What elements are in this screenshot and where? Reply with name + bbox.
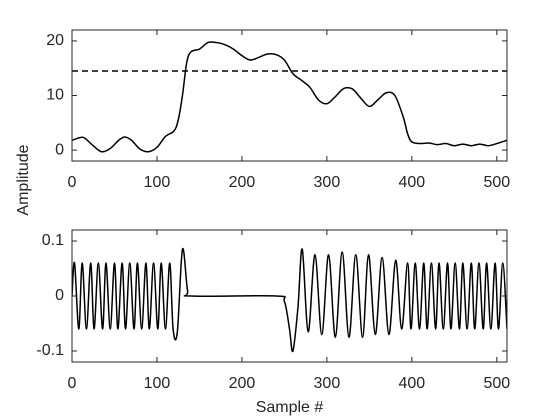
x-tick-label: 500	[483, 174, 510, 191]
x-tick-label: 500	[483, 375, 510, 392]
y-axis-label: Amplitude	[15, 144, 32, 215]
axes-box	[71, 29, 508, 162]
x-tick-label: 400	[398, 174, 425, 191]
x-tick-label: 100	[144, 375, 171, 392]
axes-box	[71, 229, 508, 363]
x-tick-label: 100	[144, 174, 171, 191]
x-tick-label: 300	[314, 174, 341, 191]
y-tick-label: 20	[46, 32, 64, 49]
y-tick-label: 0	[55, 141, 64, 158]
x-axis-label: Sample #	[256, 399, 324, 416]
x-tick-label: 400	[398, 375, 425, 392]
y-tick-label: 0.1	[42, 232, 64, 249]
x-tick-label: 0	[68, 174, 77, 191]
y-tick-label: 0	[55, 287, 64, 304]
x-tick-label: 200	[229, 375, 256, 392]
y-tick-label: 10	[46, 87, 64, 104]
line-series	[72, 247, 507, 353]
y-tick-label: -0.1	[36, 342, 64, 359]
line-series	[72, 41, 507, 153]
x-tick-label: 0	[68, 375, 77, 392]
x-tick-label: 200	[229, 174, 256, 191]
x-tick-label: 300	[314, 375, 341, 392]
